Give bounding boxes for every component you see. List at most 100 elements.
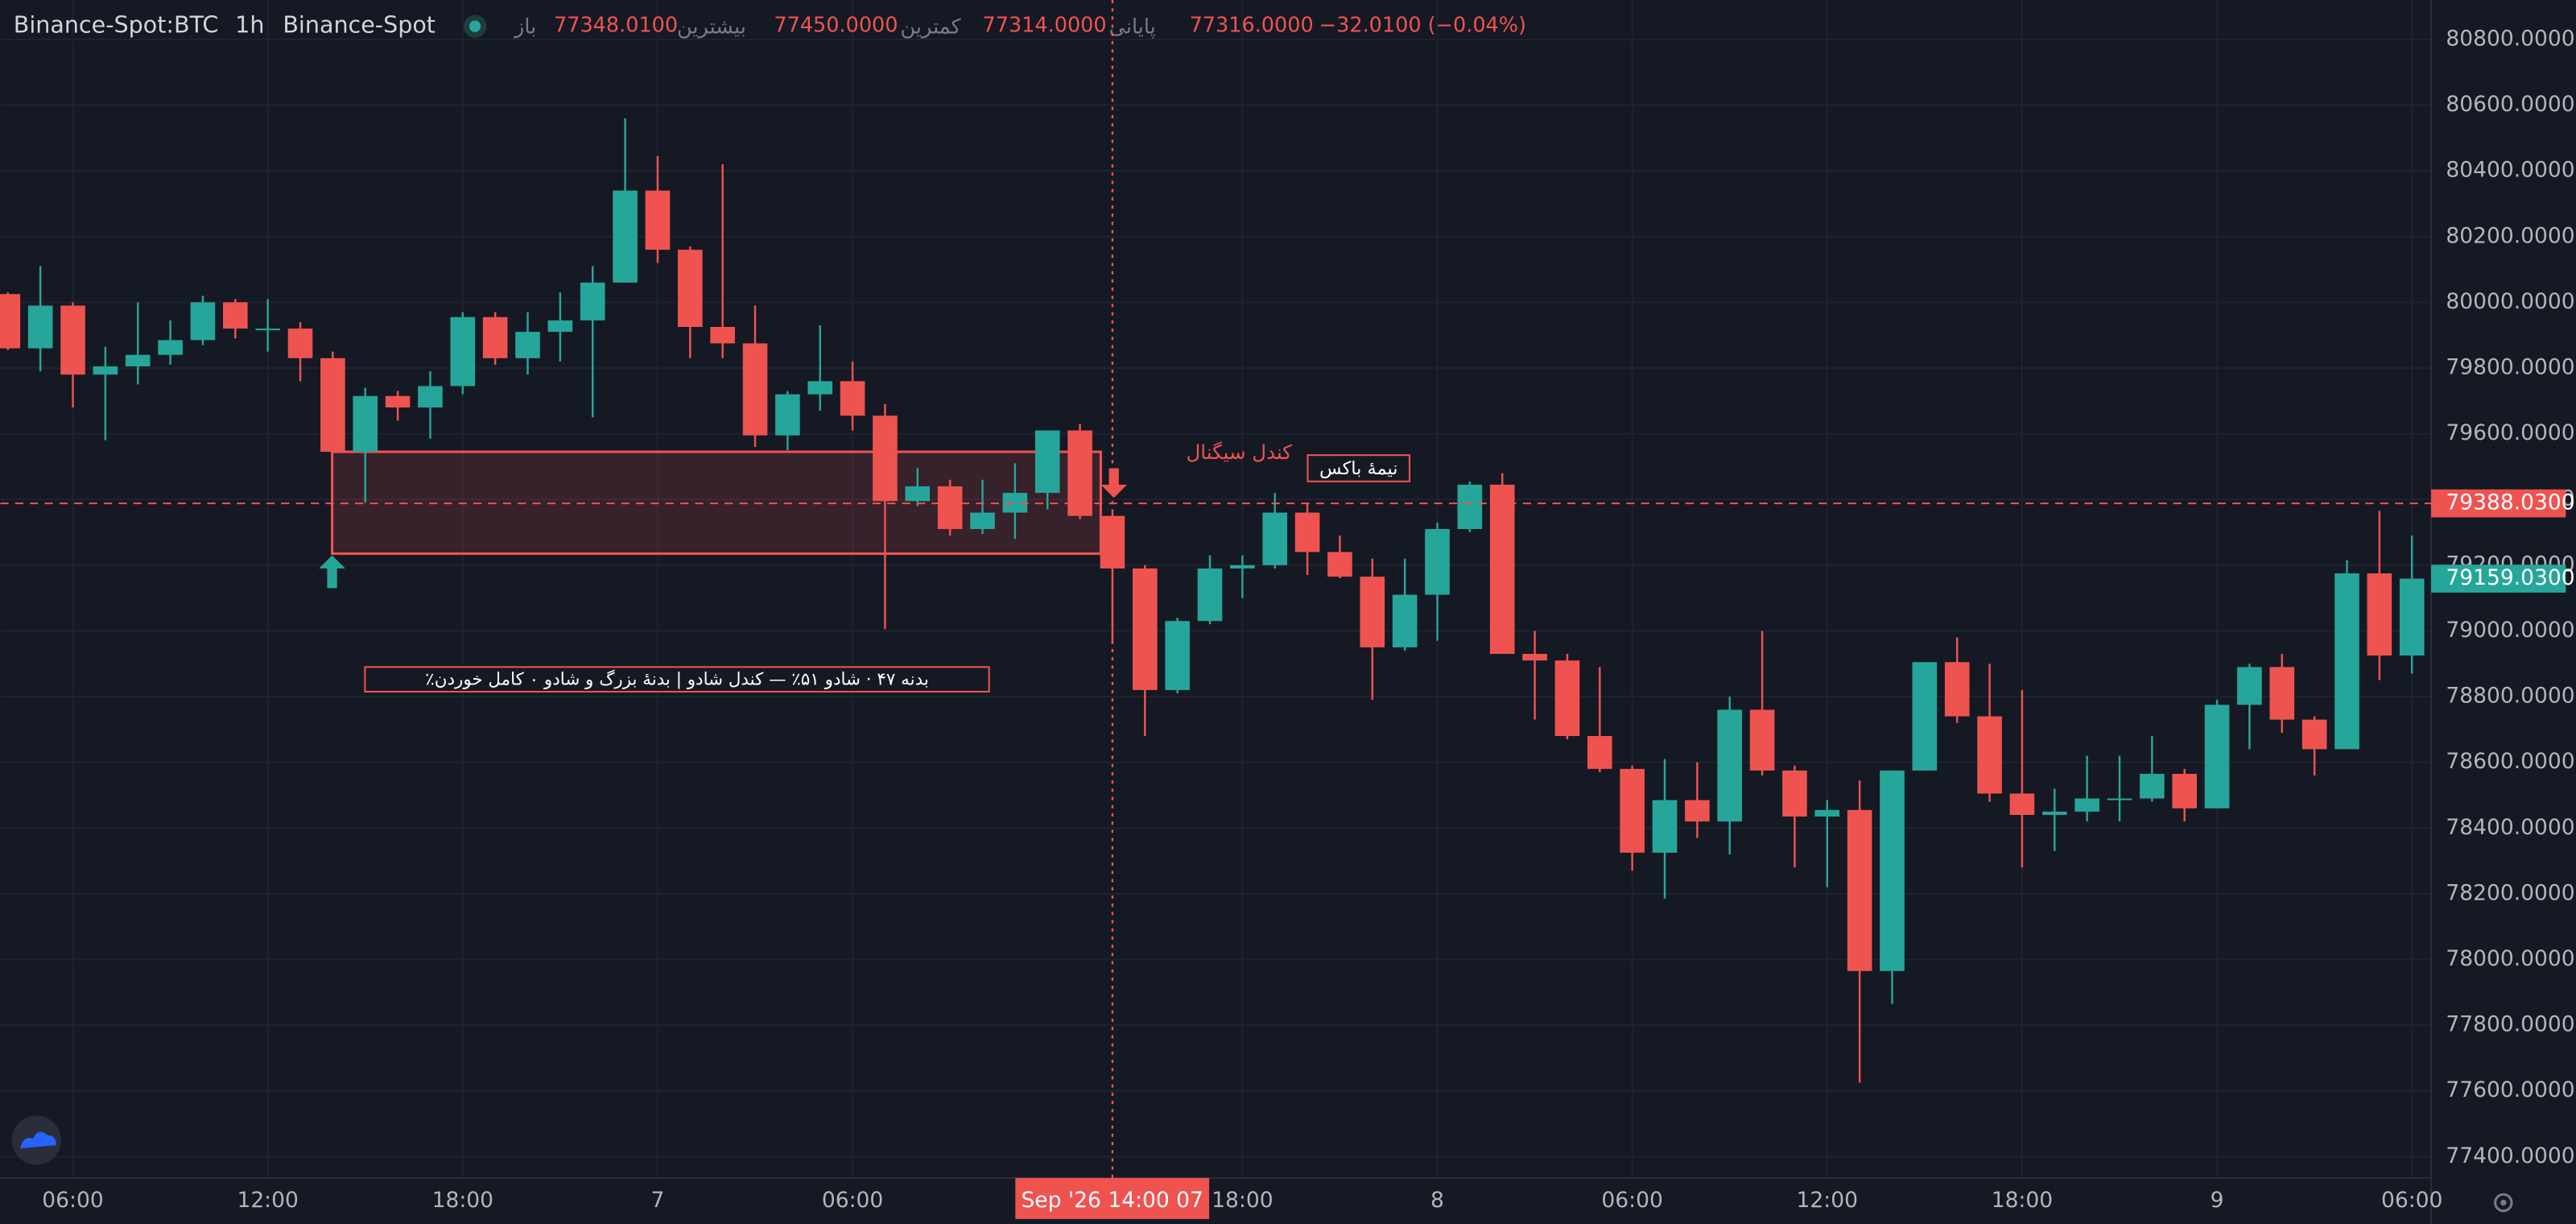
logo: [11, 1115, 61, 1165]
sell-marker: [1100, 468, 1128, 498]
y-tick-label: 80000.0000: [2446, 289, 2574, 314]
candle-body: [1132, 568, 1158, 690]
candle-body: [1165, 621, 1190, 690]
crosshair-price-label: 79388.0300: [2446, 490, 2574, 515]
gear-center: [2500, 1199, 2507, 1206]
crosshair-price-box: [2431, 489, 2566, 518]
candle-body: [2399, 578, 2425, 656]
logo-cloud: [19, 1131, 56, 1149]
candle-body: [255, 329, 280, 331]
candle-body: [1652, 800, 1678, 853]
candle-body: [970, 512, 995, 529]
x-tick-label: 06:00: [822, 1188, 883, 1213]
candle-body: [482, 316, 508, 358]
y-tick-label: 77400.0000: [2446, 1143, 2574, 1168]
gear[interactable]: [2494, 1193, 2513, 1213]
candle-body: [2334, 573, 2359, 750]
open-label: باز: [513, 15, 536, 39]
candle-body: [2107, 798, 2132, 800]
candle-body: [190, 302, 216, 341]
candle-body: [580, 282, 605, 320]
candle-body: [287, 329, 313, 358]
x-tick-label: 9: [2211, 1188, 2224, 1213]
candle-body: [2140, 773, 2165, 799]
candle-body: [2172, 773, 2198, 808]
interval: 1h: [235, 11, 264, 39]
half-label: نیمهٔ باکس: [1319, 458, 1398, 479]
candle-body: [710, 327, 735, 344]
candle-body: [1034, 430, 1060, 494]
candle-body: [775, 394, 800, 436]
candle-body: [1197, 568, 1223, 622]
candle-body: [2009, 793, 2035, 815]
y-tick-label: 77600.0000: [2446, 1077, 2574, 1102]
candle-body: [1814, 809, 1840, 817]
x-tick-label: 12:00: [237, 1188, 298, 1213]
candle-body: [840, 381, 865, 416]
settings-icon[interactable]: [2494, 1193, 2513, 1213]
candle-body: [0, 294, 21, 349]
candle-body: [1294, 512, 1320, 552]
candle-body: [1360, 577, 1385, 647]
exchange: Binance-Spot: [283, 11, 436, 39]
y-tick-label: 78400.0000: [2446, 815, 2574, 840]
x-tick-label: 06:00: [42, 1188, 103, 1213]
y-tick-label: 78600.0000: [2446, 749, 2574, 774]
x-tick-label: 06:00: [1601, 1188, 1662, 1213]
candle-body: [1880, 770, 1905, 971]
candle-body: [677, 250, 703, 328]
candle-body: [418, 386, 443, 407]
candle-body: [1489, 484, 1515, 655]
low-label: کمترین: [900, 15, 961, 39]
candle-body: [873, 416, 898, 502]
candle-body: [807, 381, 833, 395]
x-tick-label: 18:00: [1992, 1188, 2053, 1213]
candle-body: [1554, 660, 1580, 737]
last-price-label: 79159.0300: [2446, 565, 2574, 590]
header: Binance-Spot:BTC 1h Binance-Spot باز 773…: [14, 11, 1526, 39]
candle-body: [515, 332, 540, 358]
x-tick-label: 8: [1430, 1188, 1444, 1213]
candle-body: [125, 354, 151, 366]
candle-body: [450, 316, 476, 387]
y-tick-label: 80400.0000: [2446, 158, 2574, 183]
crosshair-time-label: Sep '26 14:00 07: [1021, 1188, 1203, 1213]
candle-body: [2041, 811, 2067, 815]
candle-body: [1782, 770, 1807, 817]
candle-body: [1522, 654, 1547, 661]
high-value: 77450.0000: [774, 14, 898, 38]
candle-body: [1685, 800, 1710, 822]
candle-body: [353, 395, 378, 453]
buy-marker: [319, 555, 345, 589]
candle-body: [1620, 768, 1645, 853]
candle-body: [158, 340, 183, 355]
y-tick-label: 78200.0000: [2446, 880, 2574, 905]
candle-body: [93, 366, 118, 375]
y-tick-label: 80200.0000: [2446, 223, 2574, 248]
candle-body: [937, 486, 963, 529]
candle-body: [1230, 564, 1255, 569]
open-value: 77348.0100: [554, 14, 678, 38]
symbol: Binance-Spot:BTC: [14, 11, 219, 39]
x-tick-label: 06:00: [2381, 1188, 2442, 1213]
last-price-box: [2431, 564, 2566, 593]
y-tick-label: 78800.0000: [2446, 684, 2574, 709]
candle-body: [1847, 809, 1872, 971]
y-tick-label: 77800.0000: [2446, 1012, 2574, 1037]
y-tick-label: 79600.0000: [2446, 420, 2574, 445]
crosshair-time-box: [1015, 1177, 1210, 1219]
candle-body: [223, 302, 248, 329]
y-tick-label: 78000.0000: [2446, 946, 2574, 971]
x-tick-label: 18:00: [432, 1188, 493, 1213]
candle-body: [60, 305, 85, 375]
note-box: [364, 666, 990, 693]
y-tick-label: 79000.0000: [2446, 618, 2574, 643]
candle-body: [1425, 528, 1450, 595]
candle-body: [1977, 716, 2002, 794]
low-value: 77314.0000: [983, 14, 1107, 38]
x-tick-label: 12:00: [1797, 1188, 1858, 1213]
candle-body: [1749, 709, 1775, 771]
candle-body: [645, 190, 671, 250]
candle-body: [1912, 662, 1938, 771]
candle-body: [1587, 736, 1612, 769]
